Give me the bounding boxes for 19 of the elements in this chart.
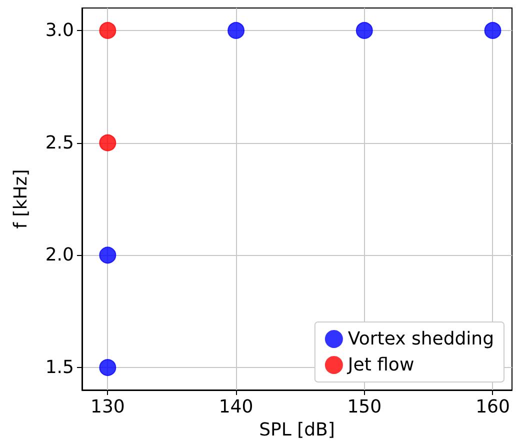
- x-axis-title: SPL [dB]: [259, 419, 335, 440]
- point: [99, 246, 116, 264]
- x-tick-label: 130: [90, 396, 125, 418]
- point: [99, 359, 116, 376]
- point: [99, 134, 116, 152]
- y-tick-label: 2.0: [45, 244, 74, 266]
- y-tick-label: 2.5: [45, 132, 74, 154]
- point: [99, 22, 116, 39]
- point: [356, 22, 373, 39]
- x-tick-label: 140: [218, 396, 254, 418]
- point: [484, 22, 502, 39]
- y-tick-label: 1.5: [45, 357, 74, 378]
- x-tick-label: 150: [347, 396, 382, 418]
- legend-label: Jet flow: [346, 354, 414, 376]
- x-tick-label: 160: [476, 396, 510, 418]
- legend-label: Vortex shedding: [348, 328, 494, 350]
- y-tick-label: 3.0: [45, 20, 74, 41]
- y-axis-title: f [kHz]: [10, 169, 32, 229]
- point: [228, 22, 245, 39]
